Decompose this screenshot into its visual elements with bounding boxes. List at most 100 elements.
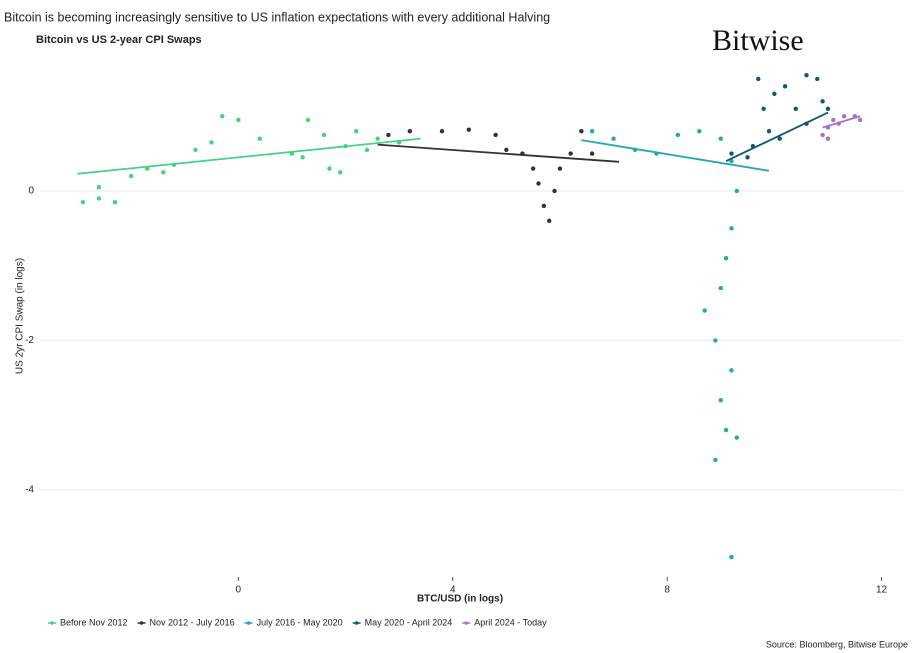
data-point <box>713 338 718 343</box>
y-tick-label: -2 <box>25 335 34 346</box>
data-point <box>193 147 198 153</box>
trend-line <box>581 139 770 172</box>
data-point <box>713 457 718 463</box>
data-point <box>547 218 552 224</box>
grid: -4 -2 0 0 4 8 12 <box>25 186 903 596</box>
data-point <box>327 166 332 171</box>
data-point <box>831 117 836 123</box>
legend-dot <box>464 621 469 625</box>
data-point <box>589 151 595 156</box>
chart-subtitle: Bitcoin vs US 2-year CPI Swaps <box>36 34 202 46</box>
data-point <box>745 155 750 160</box>
data-point <box>718 136 723 141</box>
data-point <box>825 136 831 141</box>
data-point <box>407 128 413 134</box>
data-point <box>675 132 681 138</box>
data-point <box>734 435 740 440</box>
data-point <box>756 76 761 82</box>
chart-title: Bitcoin is becoming increasingly sensiti… <box>4 10 550 24</box>
brand-logo: Bitwise <box>712 24 804 57</box>
data-point <box>718 397 723 403</box>
data-point <box>541 203 547 209</box>
data-point <box>354 128 359 134</box>
data-point <box>300 155 305 160</box>
legend-label: July 2016 - May 2020 <box>257 617 343 627</box>
data-point <box>209 140 214 145</box>
x-axis-label: BTC/USD (in logs) <box>417 594 503 605</box>
x-tick-label: 12 <box>876 585 888 596</box>
data-point <box>236 117 241 123</box>
data-point <box>815 76 820 82</box>
data-point <box>321 132 327 138</box>
legend: Before Nov 2012 Nov 2012 - July 2016 July … <box>48 617 547 627</box>
source-note: Source: Bloomberg, Bitwise Europe <box>766 639 908 649</box>
data-point <box>337 170 343 175</box>
x-tick-label: 4 <box>450 585 456 596</box>
trend-line <box>822 115 861 129</box>
data-point <box>729 368 734 373</box>
data-point <box>734 188 740 194</box>
legend-dot <box>246 621 251 625</box>
legend-label: April 2024 - Today <box>474 617 547 627</box>
data-point <box>220 114 225 119</box>
data-point <box>161 170 166 175</box>
legend-dot <box>354 621 359 625</box>
y-tick-label: 0 <box>28 186 34 197</box>
plot-area <box>77 72 863 560</box>
data-point <box>96 196 102 201</box>
legend-label: Nov 2012 - July 2016 <box>150 617 235 627</box>
data-point <box>257 136 262 141</box>
data-point <box>777 136 782 141</box>
data-point <box>80 199 86 205</box>
data-point <box>766 128 772 134</box>
data-point <box>782 84 788 89</box>
legend-label: May 2020 - April 2024 <box>365 617 453 627</box>
data-point <box>702 308 707 313</box>
data-point <box>761 106 766 111</box>
data-point <box>536 181 541 186</box>
data-point <box>697 128 702 134</box>
data-point <box>112 199 118 205</box>
data-point <box>579 128 584 134</box>
data-point <box>386 132 391 138</box>
y-axis-label: US 2yr CPI Swap (in logs) <box>15 258 26 374</box>
data-point <box>493 132 498 138</box>
data-point <box>128 173 134 179</box>
data-point <box>729 554 734 560</box>
data-point <box>820 99 825 104</box>
data-point <box>793 106 798 111</box>
x-tick-label: 8 <box>664 585 670 596</box>
data-point <box>723 427 729 433</box>
x-tick-label: 0 <box>236 585 242 596</box>
data-point <box>611 136 616 141</box>
data-point <box>804 72 809 78</box>
data-point <box>718 285 723 291</box>
data-point <box>723 256 729 261</box>
data-point <box>96 185 102 190</box>
data-point <box>729 226 734 231</box>
legend-dot <box>50 621 54 625</box>
data-point <box>589 128 595 134</box>
trend-line <box>377 143 619 163</box>
trend-line <box>77 137 421 175</box>
data-point <box>305 117 311 123</box>
data-point <box>375 136 380 141</box>
data-point <box>568 151 573 156</box>
data-point <box>557 166 563 171</box>
data-point <box>364 147 370 153</box>
data-point <box>820 132 825 138</box>
trend-line <box>725 111 829 162</box>
data-point <box>466 127 472 132</box>
data-point <box>504 147 509 153</box>
data-point <box>530 166 536 171</box>
data-point <box>729 151 734 156</box>
data-point <box>552 188 557 194</box>
data-point <box>772 91 777 97</box>
legend-label: Before Nov 2012 <box>60 617 128 627</box>
data-point <box>841 114 847 119</box>
y-tick-label: -4 <box>25 485 34 496</box>
legend-dot <box>139 621 144 625</box>
data-point <box>857 117 863 123</box>
data-point <box>439 128 445 134</box>
